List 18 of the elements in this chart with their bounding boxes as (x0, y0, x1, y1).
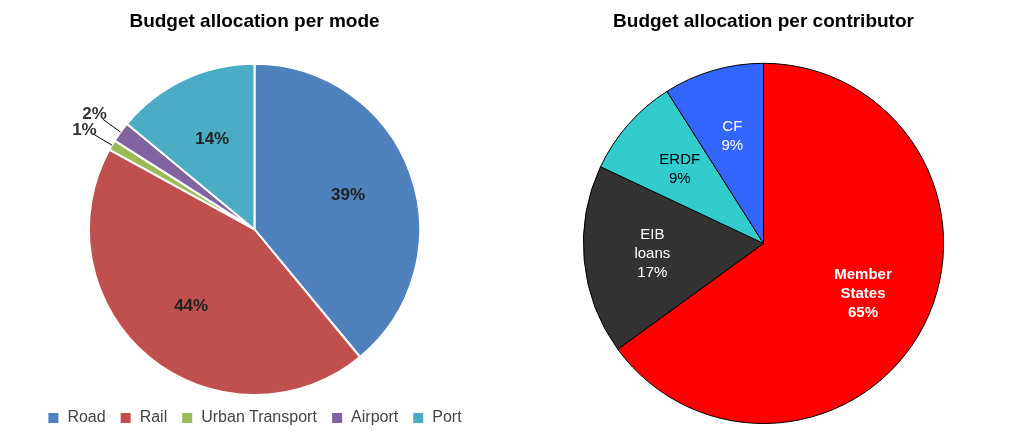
legend-label: Urban Transport (201, 408, 318, 426)
data-label: 17% (637, 263, 668, 281)
data-label: 44% (174, 295, 209, 315)
slice-label: EIB loans (634, 225, 671, 262)
data-label: 65% (847, 303, 879, 321)
data-label: 14% (195, 129, 230, 149)
slice-label: Member States (834, 265, 892, 302)
data-label: 9% (721, 135, 744, 153)
legend-label: Airport (351, 408, 399, 426)
legend-label: Port (432, 408, 463, 426)
legend-label: Rail (139, 408, 168, 426)
data-label: 39% (330, 185, 365, 205)
chart-title: Budget allocation per mode (129, 9, 380, 31)
legend-label: Road (67, 408, 106, 426)
chart-title: Budget allocation per contributor (613, 9, 915, 31)
slice-label: ERDF (659, 150, 701, 168)
slice-label: CF (722, 116, 743, 134)
data-label: 9% (668, 169, 691, 187)
